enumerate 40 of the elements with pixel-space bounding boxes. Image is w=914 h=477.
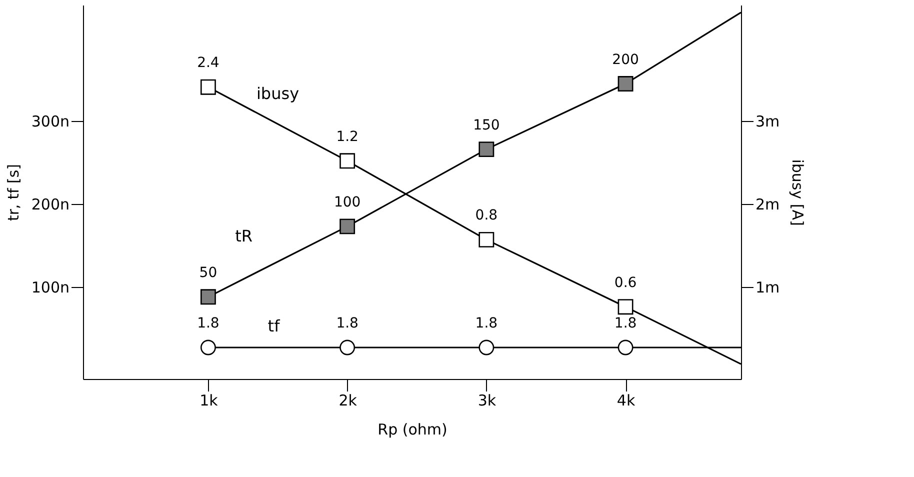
point [200,79,216,95]
point [340,218,356,234]
y2-axis-title: ibusy [A] [788,159,807,226]
point [340,340,356,356]
y-tick-label: 100n [31,278,70,296]
annotation: 1.8 [336,315,358,332]
y-tick-label: 300n [31,112,70,131]
x-tick-label: 3k [478,392,496,410]
x-tick-label: 2k [338,392,358,410]
y2-tick-label: 1m [756,278,780,296]
point [478,232,494,248]
annotation: 2.4 [197,55,220,72]
point [200,289,216,305]
y2-tick-label: 2m [756,196,780,214]
y2-tick-label: 3m [756,112,780,131]
series-label: tf [268,316,280,336]
point [478,340,494,356]
x-axis-title: Rp (ohm) [378,420,448,438]
annotation: 1.8 [197,315,220,332]
annotation: 50 [199,264,218,281]
annotation: 1.2 [336,128,358,145]
point [478,142,494,158]
point [618,76,634,92]
y-tick-label: 200n [31,196,70,214]
annotation: 1.8 [614,315,637,332]
annotation: 200 [612,52,639,68]
point [200,340,216,356]
point [618,299,634,315]
annotation: 0.8 [475,208,498,224]
point [340,153,356,169]
annotation: 1.8 [475,315,498,332]
point [618,340,634,356]
y-axis-title: tr, tf [s] [4,164,22,222]
series-label: ibusy [256,84,300,103]
x-tick-label: 1k [200,392,218,410]
annotation: 100 [334,194,361,210]
annotation: 0.6 [614,274,637,291]
x-tick-label: 4k [616,392,636,410]
annotation: 150 [473,117,500,134]
series-label: tR [235,226,252,246]
